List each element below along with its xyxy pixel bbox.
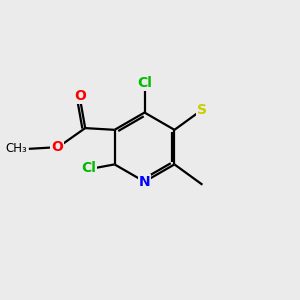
Text: Cl: Cl — [81, 161, 96, 175]
Text: Cl: Cl — [137, 76, 152, 90]
Text: O: O — [74, 89, 86, 103]
Text: O: O — [51, 140, 63, 154]
Text: S: S — [197, 103, 207, 116]
Text: N: N — [139, 175, 150, 189]
Text: CH₃: CH₃ — [6, 142, 27, 155]
